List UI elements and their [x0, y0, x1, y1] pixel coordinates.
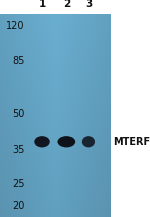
Text: 120: 120 — [6, 21, 24, 31]
Ellipse shape — [82, 136, 95, 147]
Text: 20: 20 — [12, 201, 24, 211]
Text: 25: 25 — [12, 179, 24, 189]
Text: 85: 85 — [12, 56, 24, 66]
Text: 3: 3 — [85, 0, 92, 9]
Text: 2: 2 — [63, 0, 70, 9]
Text: MTERF: MTERF — [113, 137, 150, 147]
Ellipse shape — [57, 136, 75, 147]
Text: 50: 50 — [12, 109, 24, 119]
Text: 1: 1 — [38, 0, 46, 9]
Text: 35: 35 — [12, 145, 24, 155]
Ellipse shape — [34, 136, 50, 147]
